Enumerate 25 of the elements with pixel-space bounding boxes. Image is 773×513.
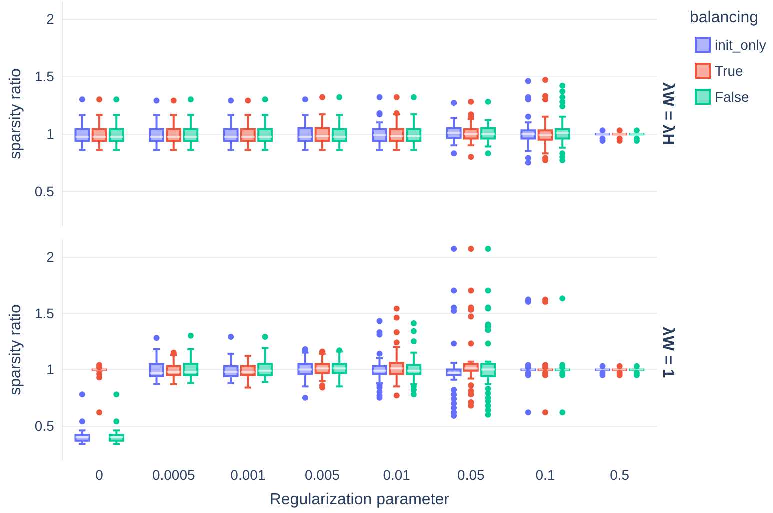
- y-tick-label: 1.5: [34, 68, 55, 85]
- y-tick-label: 2: [46, 11, 55, 28]
- text: λW = λH: [660, 82, 676, 146]
- x-tick-label: 0.0005: [152, 467, 196, 483]
- legend-label: True: [715, 63, 744, 79]
- y-tick-label: 1: [46, 126, 55, 142]
- y-tick-label: 0.5: [34, 418, 55, 434]
- x-tick-label: 0.005: [304, 467, 340, 483]
- x-tick-label: 0.1: [536, 467, 556, 483]
- x-tick-label: 0: [96, 467, 104, 483]
- x-tick-label: 0.001: [230, 467, 266, 483]
- legend-label: init_only: [715, 37, 766, 53]
- x-axis-title: Regularization parameter: [270, 492, 450, 508]
- y-tick-label: 2: [46, 248, 55, 265]
- x-tick-label: 0.5: [610, 467, 630, 483]
- x-tick-label: 0.05: [458, 467, 486, 483]
- y-tick-label: 1: [46, 362, 55, 378]
- text: λW = 1: [660, 326, 676, 378]
- y-tick-label: 0.5: [34, 184, 55, 200]
- legend-label: False: [715, 89, 750, 105]
- legend-title: balancing: [690, 10, 758, 26]
- y-axis-title: sparsity ratio: [8, 68, 24, 160]
- x-tick-label: 0.01: [383, 467, 411, 483]
- y-axis-title: sparsity ratio: [8, 304, 24, 396]
- y-tick-label: 1.5: [34, 305, 55, 322]
